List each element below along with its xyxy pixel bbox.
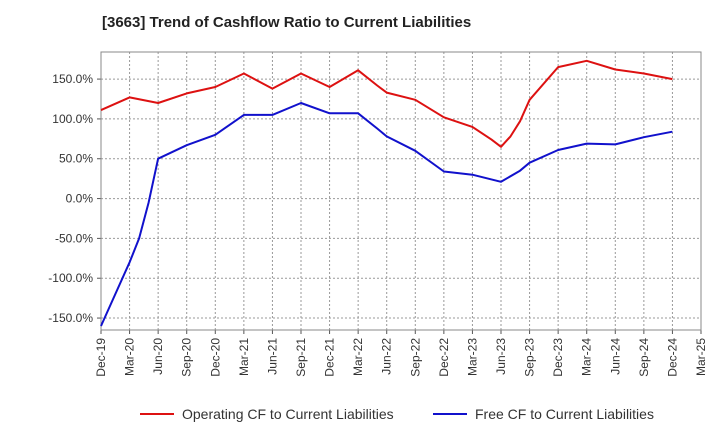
plot-frame [100,51,702,331]
x-tick-label: Mar-23 [465,338,479,376]
y-tick-label: -100.0% [48,271,93,285]
y-tick-label: -150.0% [48,311,93,325]
x-tick-label: Mar-22 [351,338,365,376]
x-tick-label: Jun-21 [265,338,279,375]
x-tick-label: Jun-22 [380,338,394,375]
x-tick-label: Dec-23 [551,338,565,377]
x-tick-label: Mar-24 [580,338,594,376]
axis-layer: Dec-19 Mar-20 Jun-20 Sep-20 Dec-20 Mar-21 Jun-… [48,51,708,377]
x-tick-label: Mar-21 [237,338,251,376]
legend-label-2: Free CF to Current Liabilities [475,406,654,422]
x-tick-label: Dec-24 [665,338,679,377]
x-tick-label: Sep-24 [637,338,651,377]
legend-label-1: Operating CF to Current Liabilities [182,406,394,422]
x-tick-label: Jun-23 [494,338,508,375]
series-line-2 [100,102,673,327]
chart-title: [3663] Trend of Cashflow Ratio to Curren… [102,14,472,31]
x-tick-label: Sep-21 [294,338,308,377]
y-tick-label: 0.0% [66,192,94,206]
y-tick-label: 100.0% [52,112,93,126]
plot-area [101,52,701,330]
series-layer [100,59,673,327]
x-tick-label: Sep-20 [180,338,194,377]
y-tick-label: 150.0% [52,72,93,86]
x-tick-label: Sep-22 [408,338,422,377]
x-tick-label: Dec-21 [323,338,337,377]
x-tick-label: Mar-20 [123,338,137,376]
grid-layer [100,52,702,330]
y-tick-label: 50.0% [59,152,93,166]
series-line-1 [100,59,673,148]
y-tick-label: -50.0% [55,231,93,245]
x-tick-label: Sep-23 [523,338,537,377]
x-tick-label: Jun-20 [151,338,165,375]
x-tick-label: Dec-22 [437,338,451,377]
x-tick-label: Dec-19 [94,338,108,377]
x-tick-label: Mar-25 [694,338,708,376]
legend: Operating CF to Current Liabilities Free … [140,406,654,422]
x-tick-label: Dec-20 [208,338,222,377]
x-tick-label: Jun-24 [608,338,622,375]
